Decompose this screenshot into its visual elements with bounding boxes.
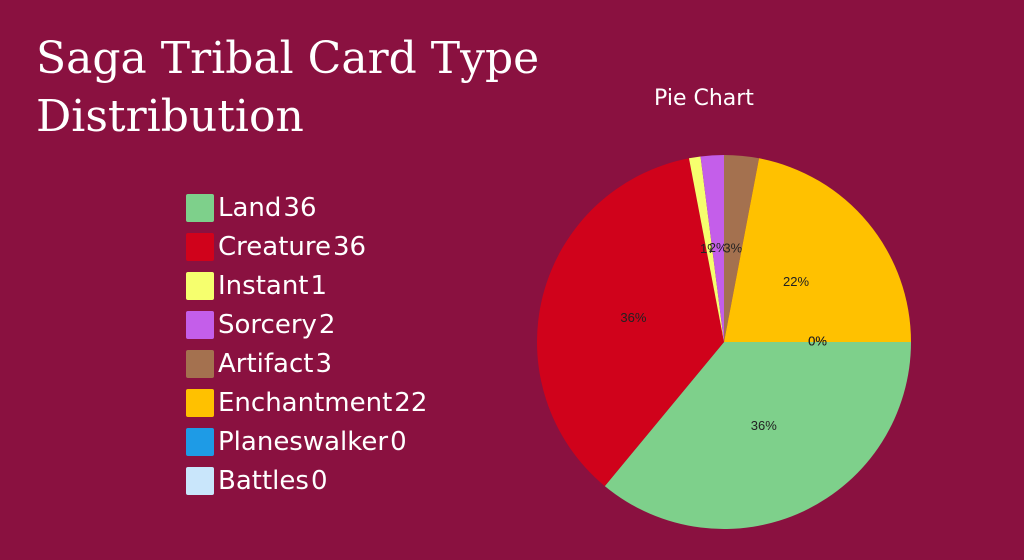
slice-label-planeswalker: 0% <box>808 333 827 348</box>
legend-item-sorcery: Sorcery 2 <box>186 305 427 344</box>
slice-label-creature: 36% <box>620 310 646 325</box>
legend-value: 36 <box>283 192 317 223</box>
pie-chart: 36%36%1%2%3%22%0%0% <box>537 155 911 529</box>
slice-label-artifact: 3% <box>723 240 742 255</box>
pie-slice-land <box>604 342 911 529</box>
legend-label: Enchantment <box>218 387 393 418</box>
legend-swatch <box>186 310 214 339</box>
pie-slice-creature <box>537 158 724 487</box>
chart-legend: Land 36 Creature 36 Instant 1 Sorcery 2 Artifact… <box>186 188 427 500</box>
legend-swatch <box>186 466 214 495</box>
slice-label-sorcery: 2% <box>709 240 728 255</box>
legend-label: Battles <box>218 465 309 496</box>
legend-swatch <box>186 349 214 378</box>
legend-value: 0 <box>390 426 407 457</box>
slice-label-battles: 0% <box>808 333 827 348</box>
legend-item-land: Land 36 <box>186 188 427 227</box>
legend-item-enchantment: Enchantment 22 <box>186 383 427 422</box>
legend-value: 0 <box>310 465 328 496</box>
legend-label: Sorcery <box>218 309 317 340</box>
legend-swatch <box>186 193 214 222</box>
legend-item-battles: Battles 0 <box>186 461 427 500</box>
legend-swatch <box>186 232 214 261</box>
pie-slice-sorcery <box>700 155 724 342</box>
legend-value: 22 <box>394 387 428 418</box>
legend-item-artifact: Artifact 3 <box>186 344 427 383</box>
legend-value: 3 <box>315 348 333 379</box>
legend-item-planeswalker: Planeswalker 0 <box>186 422 427 461</box>
pie-slice-enchantment <box>724 158 911 342</box>
legend-item-instant: Instant 1 <box>186 266 427 305</box>
pie-slice-artifact <box>724 155 760 342</box>
legend-label: Instant <box>218 270 309 301</box>
legend-label: Creature <box>218 231 331 262</box>
legend-label: Land <box>218 192 282 223</box>
slice-label-enchantment: 22% <box>783 274 809 289</box>
page-title: Saga Tribal Card Type Distribution <box>36 33 540 142</box>
legend-item-creature: Creature 36 <box>186 227 427 266</box>
slice-label-land: 36% <box>751 418 777 433</box>
legend-value: 36 <box>333 231 367 262</box>
chart-subtitle: Pie Chart <box>654 86 754 111</box>
legend-value: 2 <box>318 309 336 340</box>
pie-slice-instant <box>688 156 724 342</box>
legend-label: Planeswalker <box>218 426 389 457</box>
legend-label: Artifact <box>218 348 314 379</box>
legend-swatch <box>186 427 214 456</box>
legend-swatch <box>186 388 214 417</box>
legend-value: 1 <box>310 270 328 301</box>
legend-swatch <box>186 271 214 300</box>
